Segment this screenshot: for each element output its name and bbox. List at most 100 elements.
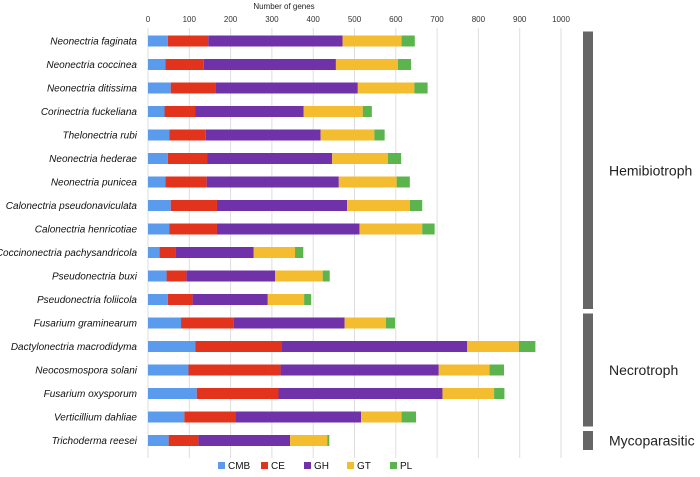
bar-segment-cmb <box>148 388 197 399</box>
bar-segment-ce <box>169 223 217 235</box>
category-label: Dactylonectria macrodidyma <box>11 342 138 353</box>
bar-segment-ce <box>166 270 187 282</box>
bar-segment-ce <box>184 411 236 423</box>
bar-segment-cmb <box>148 129 170 141</box>
x-axis-title: Number of genes <box>253 2 314 11</box>
group-label: Mycoparasitic <box>609 433 695 449</box>
bar-segment-pl <box>401 35 415 47</box>
bar-segment-pl <box>385 317 395 329</box>
bar-segment-pl <box>414 82 428 94</box>
bar-segment-ce <box>164 106 196 117</box>
bar-segment-gt <box>320 129 375 141</box>
bar-segment-gt <box>290 435 328 446</box>
bar-segment-gt <box>332 153 388 164</box>
bar-segment-gh <box>233 317 345 329</box>
category-label: Pseudonectria buxi <box>52 272 138 283</box>
bar-segment-gt <box>253 247 296 258</box>
bar-segment-gh <box>278 388 443 399</box>
bar-segment-cmb <box>148 153 168 164</box>
grid-lines <box>147 28 562 458</box>
bar-segment-gh <box>207 153 333 164</box>
bar-segment-ce <box>188 364 281 376</box>
category-label: Fusarium oxysporum <box>44 389 137 400</box>
bar-segment-pl <box>401 411 417 423</box>
bar-segment-pl <box>518 341 536 352</box>
legend-swatch-cmb <box>218 462 225 469</box>
x-tick-label: 600 <box>389 15 403 24</box>
bar-segment-gt <box>347 200 410 211</box>
category-label: Fusarium graminearum <box>34 319 137 330</box>
bar-segment-gh <box>281 341 468 352</box>
bar-segment-gh <box>216 223 360 235</box>
x-tick-label: 300 <box>265 15 279 24</box>
bar-segment-gh <box>195 106 304 117</box>
bar-segment-pl <box>362 106 372 117</box>
legend-label: GT <box>357 461 371 472</box>
group-label: Necrotroph <box>609 362 678 378</box>
bar-segment-pl <box>494 388 505 399</box>
bar-segment-cmb <box>148 200 171 211</box>
legend-swatch-pl <box>390 462 397 469</box>
bar-segment-ce <box>169 129 206 141</box>
bar-segment-pl <box>422 223 435 235</box>
bar-segment-ce <box>170 82 216 94</box>
category-label: Corinectria fuckeliana <box>41 107 138 118</box>
bar-segment-pl <box>322 270 330 282</box>
bar-segment-gt <box>359 223 423 235</box>
category-label: Neonectria ditissima <box>47 84 137 95</box>
group-label: Hemibiotroph <box>609 162 692 178</box>
bar-segment-ce <box>165 59 204 70</box>
bar-segment-gt <box>438 364 490 376</box>
bar-segment-cmb <box>148 341 196 352</box>
bar-segment-gh <box>215 82 358 94</box>
bar-segment-ce <box>167 35 209 47</box>
group-bracket <box>583 431 593 450</box>
x-tick-label: 700 <box>430 15 444 24</box>
category-label: Neonectria faginata <box>50 37 137 48</box>
legend-label: PL <box>400 461 413 472</box>
bar-segment-pl <box>409 200 423 211</box>
bar-segment-gt <box>442 388 495 399</box>
bar-segment-cmb <box>148 435 169 446</box>
bar-segment-gh <box>208 35 343 47</box>
bar-segment-ce <box>170 200 217 211</box>
bar-segment-gh <box>216 200 348 211</box>
bar-segment-gt <box>275 270 323 282</box>
bar-segment-ce <box>167 294 193 305</box>
category-label: Neonectria coccinea <box>46 60 137 71</box>
bar-segment-cmb <box>148 411 185 423</box>
bar-segment-gh <box>205 129 321 141</box>
bar-segment-gh <box>192 294 268 305</box>
bar-segment-ce <box>168 435 199 446</box>
group-brackets: Hemibiotroph Necrotroph Mycoparasitic <box>583 31 695 450</box>
bar-segment-pl <box>387 153 402 164</box>
bar-segment-gt <box>342 35 402 47</box>
bar-segment-gt <box>267 294 305 305</box>
bar-segment-gt <box>344 317 386 329</box>
category-label: Calonectria pseudonaviculata <box>6 201 138 212</box>
bar-segment-cmb <box>148 270 167 282</box>
bar-segment-ce <box>195 341 282 352</box>
category-label: Pseudonectria foliicola <box>37 295 137 306</box>
x-tick-label: 900 <box>513 15 527 24</box>
legend: CMB CE GH GT PL <box>218 461 413 472</box>
legend-label: CMB <box>228 461 251 472</box>
x-tick-label: 400 <box>307 15 321 24</box>
category-label: Coccinonectria pachysandricola <box>0 248 137 259</box>
group-bracket <box>583 313 593 427</box>
bar-segment-gt <box>361 411 402 423</box>
category-label: Neocosmospora solani <box>35 366 137 377</box>
x-axis-ticks: 0 100 200 300 400 500 600 700 800 900 1000 <box>146 15 571 24</box>
legend-swatch-ce <box>261 462 268 469</box>
bar-segment-gt <box>335 59 398 70</box>
legend-swatch-gt <box>347 462 354 469</box>
bar-segment-cmb <box>148 106 165 117</box>
bars <box>148 35 536 446</box>
bar-segment-gh <box>175 247 254 258</box>
bar-segment-cmb <box>148 317 182 329</box>
bar-segment-gh <box>235 411 362 423</box>
bar-segment-gh <box>203 59 336 70</box>
category-label: Calonectria henricotiae <box>35 225 138 236</box>
bar-segment-gt <box>467 341 519 352</box>
